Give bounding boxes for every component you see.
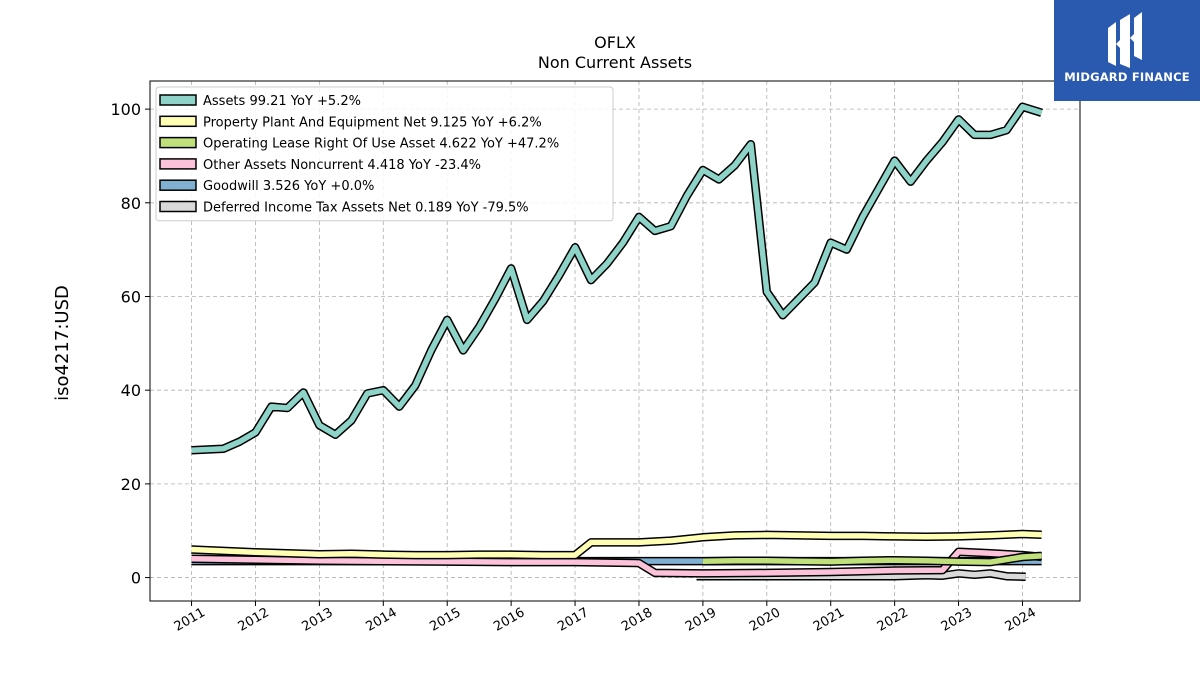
x-tick-label: 2018 [619, 605, 655, 635]
x-tick-label: 2019 [683, 605, 719, 635]
x-tick-label: 2014 [363, 605, 399, 635]
chart-subtitle: Non Current Assets [538, 53, 692, 72]
legend-swatch [159, 179, 197, 191]
x-tick-label: 2011 [172, 605, 208, 635]
x-tick-label: 2013 [300, 605, 336, 635]
series-line [191, 549, 1042, 577]
legend-swatch [159, 158, 197, 170]
x-tick-label: 2024 [1003, 605, 1039, 635]
legend-swatch [159, 115, 197, 128]
series-line [702, 553, 1042, 565]
legend-entry: Other Assets Noncurrent 4.418 YoY -23.4% [203, 158, 481, 173]
y-tick-label: 80 [121, 194, 141, 213]
legend-swatch [159, 94, 197, 106]
legend: Assets 99.21 YoY +5.2% Property Plant And… [155, 86, 614, 222]
legend-box [155, 86, 614, 222]
x-tick-label: 2022 [875, 605, 911, 635]
x-tick-label: 2015 [427, 605, 463, 635]
brand-logo: MIDGARD FINANCE [1054, 0, 1200, 101]
x-axis-ticks: 2011 2012 2013 2014 2015 2016 2017 2018 2019 2020… [172, 601, 1039, 635]
series-property-plant-and-equipment-net [191, 529, 1042, 560]
x-tick-label: 2012 [236, 605, 272, 635]
series-line [191, 104, 1043, 453]
y-tick-label: 20 [121, 475, 141, 494]
legend-swatch [159, 136, 197, 149]
brand-name: MIDGARD FINANCE [1064, 70, 1190, 84]
series-operating-lease-right-of-use-asset [702, 551, 1042, 567]
y-tick-label: 60 [121, 287, 141, 306]
legend-entry: Deferred Income Tax Assets Net 0.189 YoY… [203, 201, 529, 216]
y-tick-label: 40 [121, 381, 141, 400]
x-tick-label: 2020 [747, 605, 783, 635]
legend-swatch [159, 200, 197, 213]
y-axis-label: iso4217:USD [52, 285, 73, 401]
series-assets [191, 102, 1043, 455]
y-tick-label: 0 [131, 569, 141, 588]
chart-title: OFLX [594, 33, 636, 52]
x-tick-label: 2021 [811, 605, 847, 635]
midgard-logo-icon [1108, 12, 1142, 68]
legend-entry: Operating Lease Right Of Use Asset 4.622… [203, 137, 559, 152]
y-axis-ticks: 0 20 40 60 80 100 [110, 100, 150, 588]
plot-frame [149, 80, 1081, 602]
y-tick-label: 100 [110, 100, 141, 119]
legend-entry: Goodwill 3.526 YoY +0.0% [203, 179, 374, 194]
x-tick-label: 2023 [939, 605, 975, 635]
legend-entry: Property Plant And Equipment Net 9.125 Y… [203, 115, 542, 130]
x-tick-label: 2016 [491, 605, 527, 635]
series-layer [191, 102, 1043, 581]
x-tick-label: 2017 [555, 605, 591, 635]
series-other-assets-noncurrent [191, 547, 1042, 578]
legend-entry: Assets 99.21 YoY +5.2% [203, 94, 361, 109]
series-line [191, 531, 1042, 558]
